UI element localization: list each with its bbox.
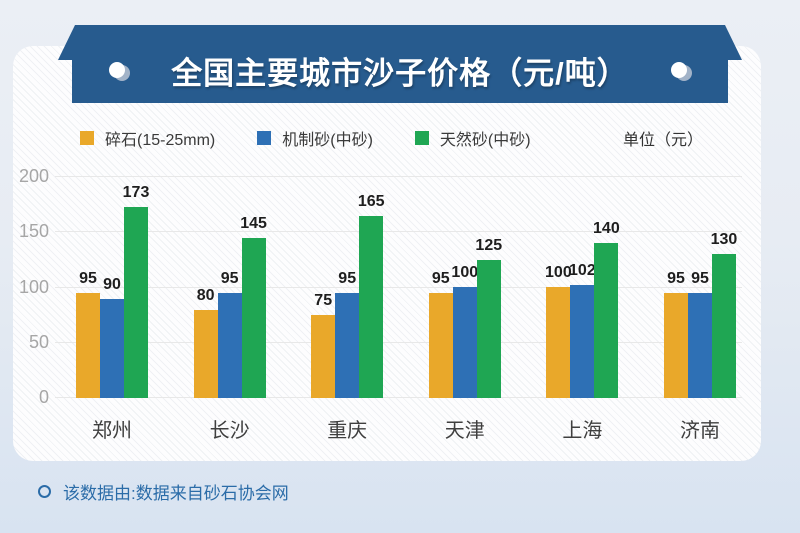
bar-group-上海: 100 102 140 上海: [545, 220, 620, 442]
bar-value-label: 95: [338, 270, 357, 287]
legend-item-0: 碎石(15-25mm): [80, 126, 215, 150]
bar-value-label: 95: [667, 270, 685, 287]
legend-swatch-icon: [80, 131, 94, 145]
banner-ribbon-top: [58, 25, 742, 60]
gridline-150: [55, 231, 742, 233]
bar-value-label: 100: [451, 264, 479, 281]
data-source-note: 该数据由:数据来自砂石协会网: [38, 479, 289, 504]
bar-group-重庆: 75 95 165 重庆: [311, 193, 385, 442]
x-axis-label-天津: 天津: [444, 420, 485, 442]
gridline-100: [55, 286, 742, 288]
y-axis-tick-100: 100: [18, 276, 49, 297]
legend-item-2: 天然砂(中砂): [414, 126, 531, 150]
bar-value-label: 95: [431, 270, 450, 287]
bar-重庆-天然砂(中砂): 165: [358, 193, 385, 398]
gridline-50: [55, 341, 742, 343]
bar-group-济南: 95 95 130 济南: [663, 231, 737, 442]
bar-重庆-机制砂(中砂): 95: [335, 270, 360, 398]
bar-value-label: 130: [710, 231, 738, 248]
data-source-text: 该数据由:数据来自砂石协会网: [63, 484, 289, 503]
bar-value-label: 145: [240, 215, 267, 232]
y-axis-tick-200: 200: [18, 166, 49, 186]
y-axis-tick-150: 150: [18, 221, 49, 242]
bar-value-label: 95: [691, 270, 709, 287]
title-banner: 全国主要城市沙子价格（元/吨）: [58, 25, 742, 103]
rivet-dot-icon: [671, 62, 687, 78]
unit-label: 单位（元）: [622, 132, 703, 149]
bar-天津-机制砂(中砂): 100: [451, 264, 478, 398]
x-axis-label-济南: 济南: [679, 420, 720, 442]
bar-group-郑州: 95 90 173 郑州: [76, 184, 149, 442]
bar-重庆-碎石(15-25mm): 75: [311, 292, 336, 398]
legend-swatch-icon: [257, 131, 272, 145]
bar-value-label: 95: [220, 270, 239, 287]
bar-天津-天然砂(中砂): 125: [475, 237, 502, 398]
bar-济南-机制砂(中砂): 95: [687, 270, 712, 398]
bar-group-天津: 95 100 125 天津: [428, 237, 502, 442]
gridline-200: [55, 176, 742, 177]
bar-value-label: 140: [593, 220, 620, 237]
bar-济南-天然砂(中砂): 130: [711, 231, 737, 398]
bar-上海-机制砂(中砂): 102: [569, 262, 596, 398]
banner-ribbon-band: [72, 59, 728, 103]
x-axis-label-重庆: 重庆: [327, 420, 368, 442]
x-axis-label-长沙: 长沙: [209, 420, 250, 442]
legend-swatch-icon: [414, 131, 429, 145]
bar-group-长沙: 80 95 145 长沙: [193, 215, 267, 442]
bar-value-label: 102: [569, 262, 596, 279]
bar-长沙-碎石(15-25mm): 80: [193, 287, 218, 398]
y-axis-tick-0: 0: [38, 387, 49, 407]
bar-长沙-天然砂(中砂): 145: [240, 215, 267, 398]
rivet-dot-icon: [109, 62, 125, 78]
y-axis-tick-50: 50: [28, 331, 49, 352]
bar-上海-碎石(15-25mm): 100: [545, 264, 572, 398]
bar-value-label: 173: [122, 184, 150, 201]
chart-card: 碎石(15-25mm) 机制砂(中砂) 天然砂(中砂) 单位（元） 95 90 173 郑州…: [13, 46, 761, 461]
bar-上海-天然砂(中砂): 140: [593, 220, 620, 398]
bar-郑州-碎石(15-25mm): 95: [76, 270, 100, 398]
bar-value-label: 165: [357, 193, 385, 210]
bar-郑州-天然砂(中砂): 173: [123, 184, 149, 398]
x-axis-label-上海: 上海: [562, 420, 603, 442]
bar-value-label: 90: [103, 276, 121, 293]
bar-济南-碎石(15-25mm): 95: [663, 270, 688, 398]
bar-天津-碎石(15-25mm): 95: [428, 270, 453, 398]
bar-groups: 95 90 173 郑州 80 95 145 长沙 75 95 165 重庆 95 100 125 天津 100…: [55, 177, 742, 442]
chart-title: 全国主要城市沙子价格（元/吨）: [171, 56, 629, 91]
bar-value-label: 95: [79, 270, 97, 287]
bar-value-label: 100: [545, 264, 572, 281]
legend-item-label: 天然砂(中砂): [439, 132, 531, 149]
legend-item-label: 碎石(15-25mm): [105, 132, 216, 149]
x-axis-label-郑州: 郑州: [92, 420, 132, 442]
legend-item-label: 机制砂(中砂): [282, 132, 373, 149]
bar-郑州-机制砂(中砂): 90: [100, 276, 124, 398]
bar-value-label: 75: [314, 292, 333, 309]
bar-value-label: 80: [196, 287, 215, 304]
legend-item-1: 机制砂(中砂): [257, 126, 373, 150]
circle-bullet-icon: [38, 485, 51, 498]
plot-area: 95 90 173 郑州 80 95 145 长沙 75 95 165 重庆 95 100 125 天津 100…: [19, 166, 742, 442]
gridline-0: [55, 397, 742, 398]
bar-value-label: 125: [475, 237, 503, 254]
chart-legend: 碎石(15-25mm) 机制砂(中砂) 天然砂(中砂) 单位（元）: [80, 126, 703, 150]
bar-长沙-机制砂(中砂): 95: [217, 270, 242, 398]
